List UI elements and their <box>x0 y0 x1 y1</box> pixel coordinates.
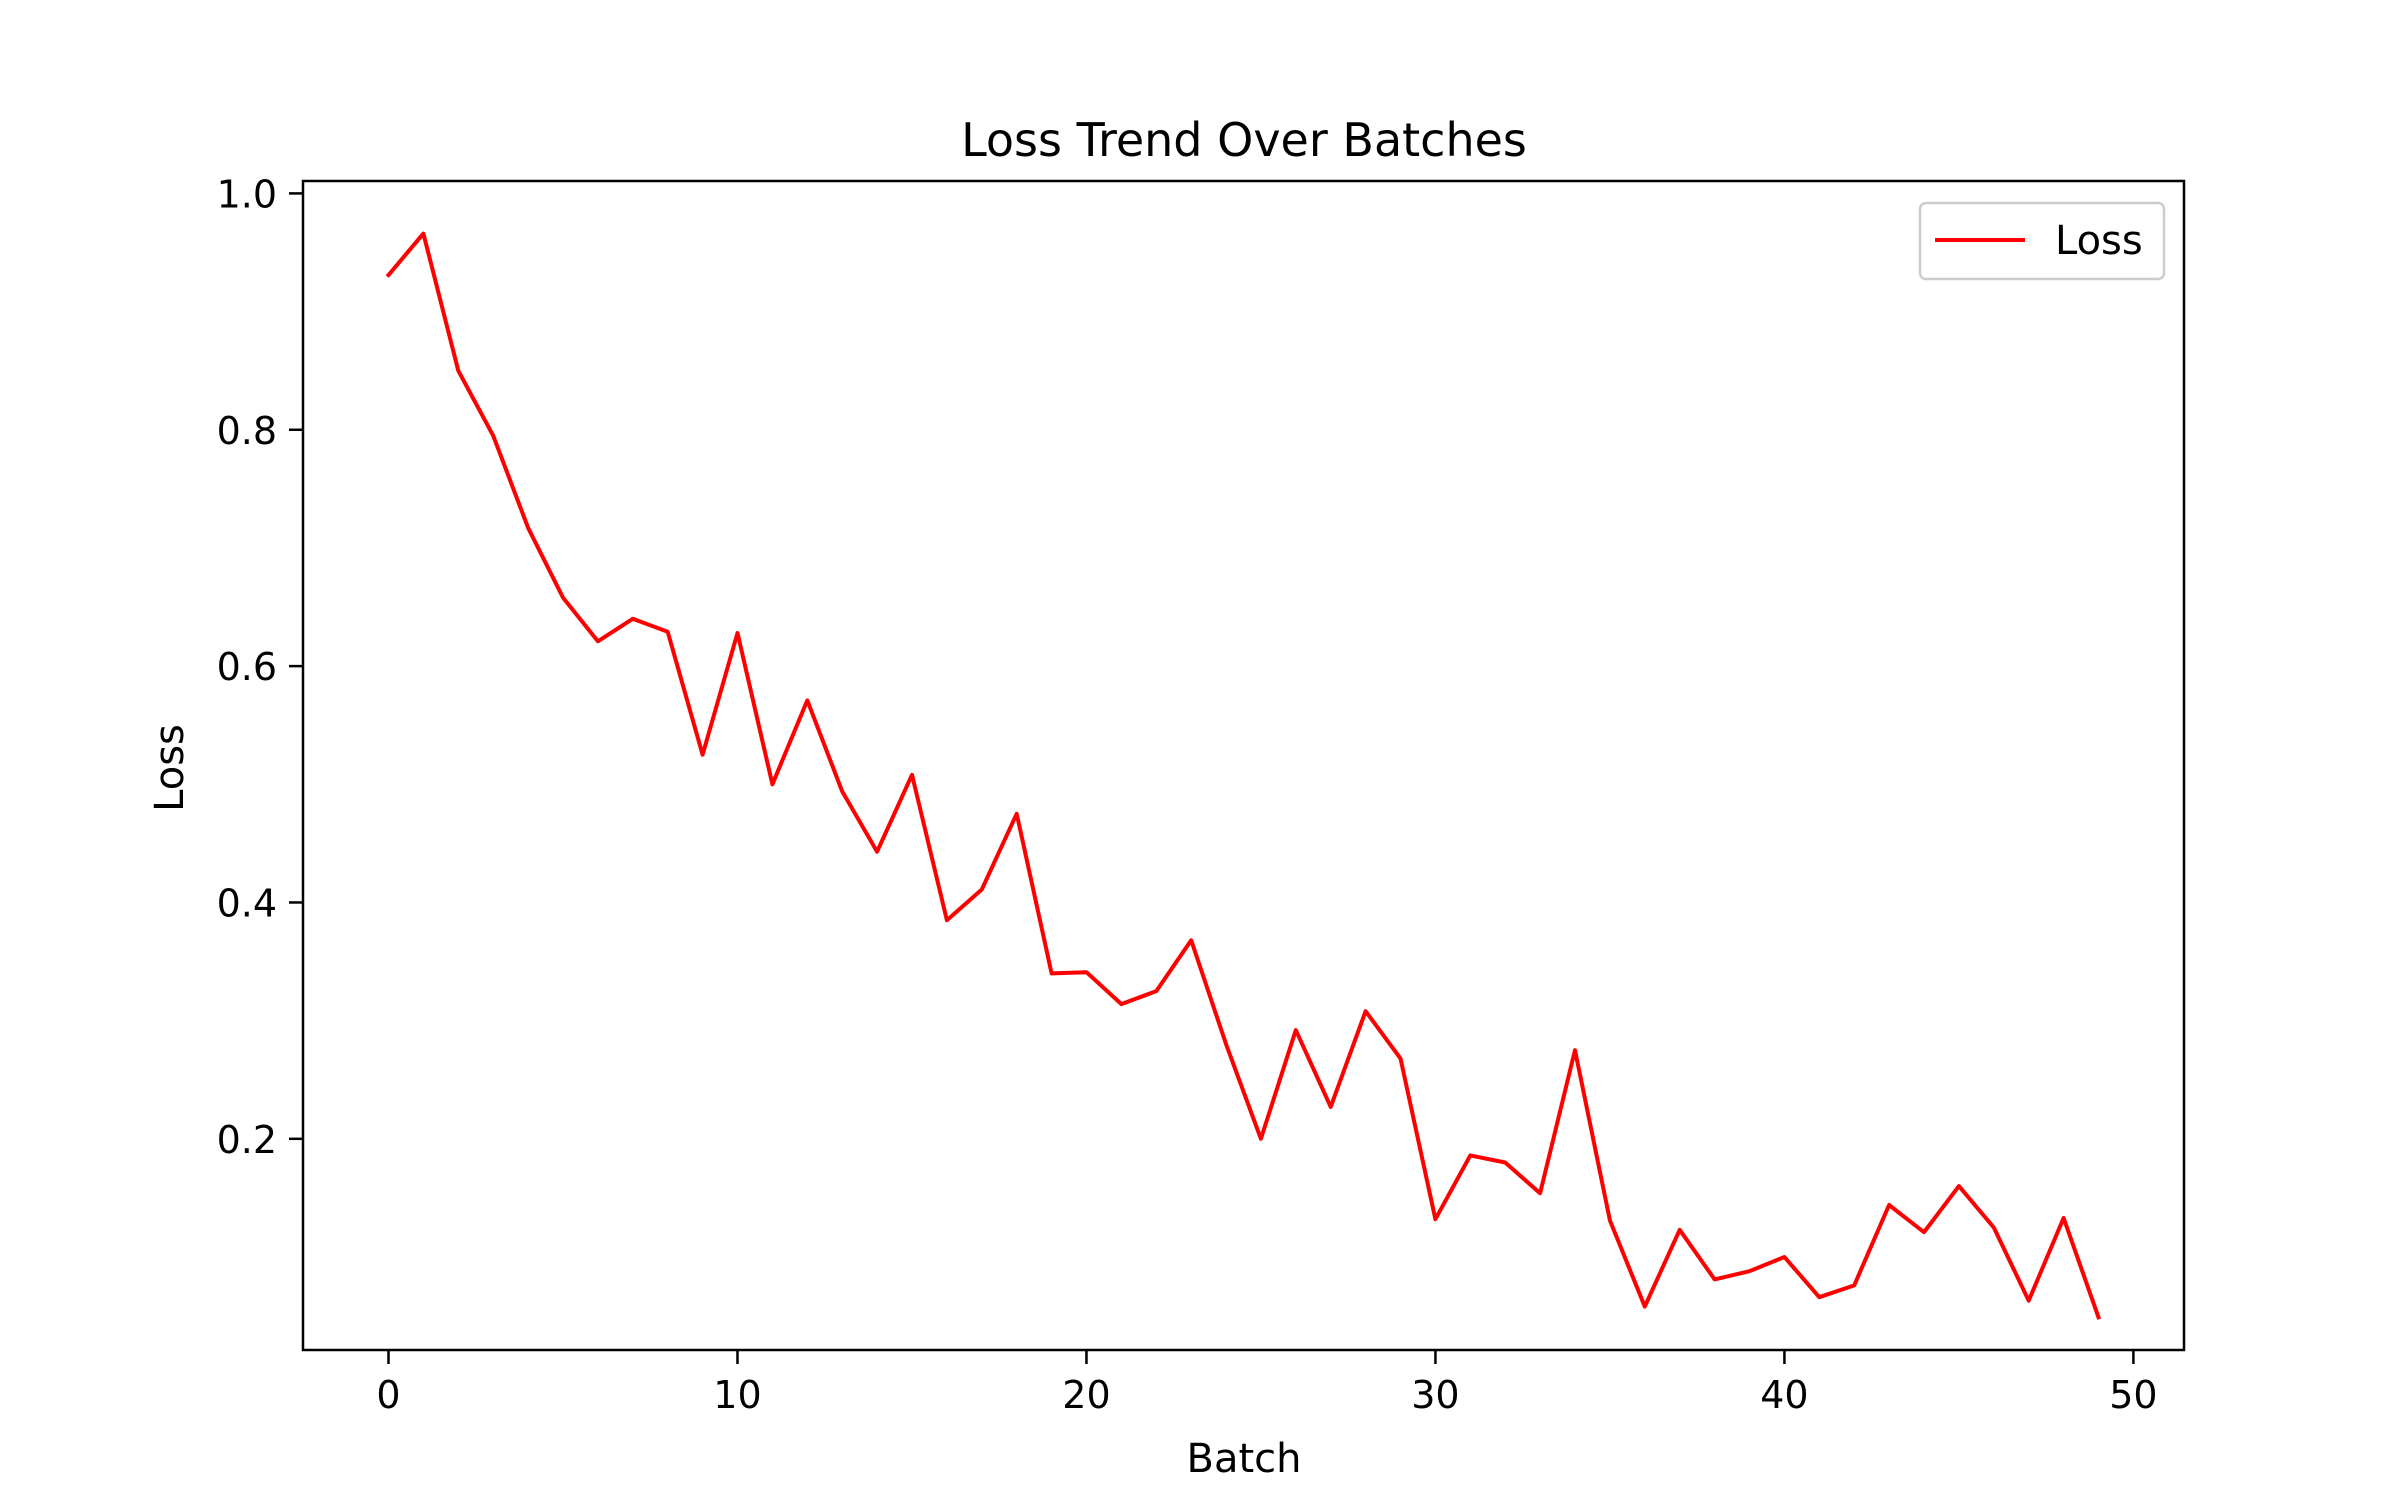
legend-label-loss: Loss <box>2055 218 2143 264</box>
y-tick-label: 0.2 <box>217 1118 277 1162</box>
x-axis-label: Batch <box>1187 1436 1302 1482</box>
x-tick-label: 20 <box>1062 1373 1110 1417</box>
y-tick-label: 1.0 <box>217 172 277 216</box>
series-line-loss <box>385 231 2102 1320</box>
y-axis-ticks: 0.2 0.4 0.6 0.8 1.0 <box>217 172 303 1162</box>
y-axis-label: Loss <box>147 724 193 812</box>
y-tick-label: 0.4 <box>217 881 277 925</box>
x-axis-ticks: 0 10 20 30 40 50 <box>376 1350 2158 1417</box>
x-tick-label: 30 <box>1411 1373 1459 1417</box>
series-layer <box>385 231 2102 1320</box>
x-tick-label: 40 <box>1760 1373 1808 1417</box>
chart-title: Loss Trend Over Batches <box>961 113 1527 167</box>
y-tick-label: 0.8 <box>217 409 277 453</box>
legend-box <box>1918 201 2166 281</box>
y-tick-label: 0.6 <box>217 645 277 689</box>
plot-area <box>301 179 2186 1352</box>
x-tick-label: 0 <box>376 1373 400 1417</box>
x-tick-label: 10 <box>713 1373 761 1417</box>
x-tick-label: 50 <box>2109 1373 2157 1417</box>
legend: Loss <box>1918 201 2166 281</box>
